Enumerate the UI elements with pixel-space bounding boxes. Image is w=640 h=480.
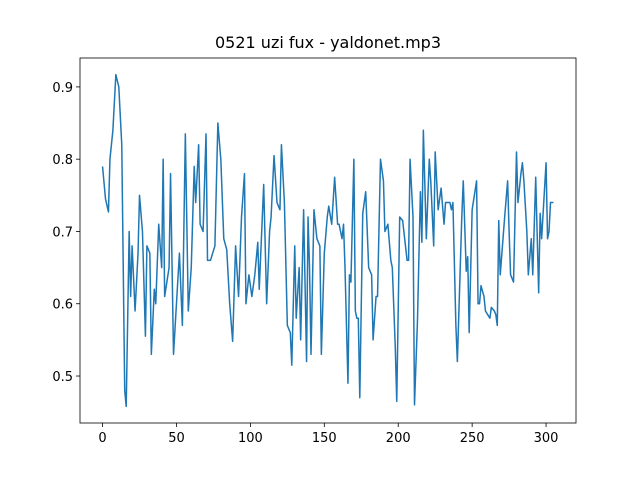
x-tick-label: 150 bbox=[312, 431, 337, 446]
x-tick-label: 250 bbox=[460, 431, 485, 446]
x-tick-label: 0 bbox=[98, 431, 106, 446]
y-tick-label: 0.9 bbox=[52, 81, 73, 96]
x-tick-label: 200 bbox=[386, 431, 411, 446]
data-line bbox=[101, 73, 554, 408]
y-tick-label: 0.5 bbox=[52, 370, 73, 385]
plot-frame bbox=[79, 57, 577, 424]
y-tick-label: 0.7 bbox=[52, 225, 73, 240]
y-tick-label: 0.6 bbox=[52, 298, 73, 313]
chart-title: 0521 uzi fux - yaldonet.mp3 bbox=[215, 33, 441, 52]
y-tick-label: 0.8 bbox=[52, 153, 73, 168]
x-tick-label: 100 bbox=[238, 431, 263, 446]
x-tick-label: 50 bbox=[168, 431, 185, 446]
x-tick-label: 300 bbox=[534, 431, 559, 446]
